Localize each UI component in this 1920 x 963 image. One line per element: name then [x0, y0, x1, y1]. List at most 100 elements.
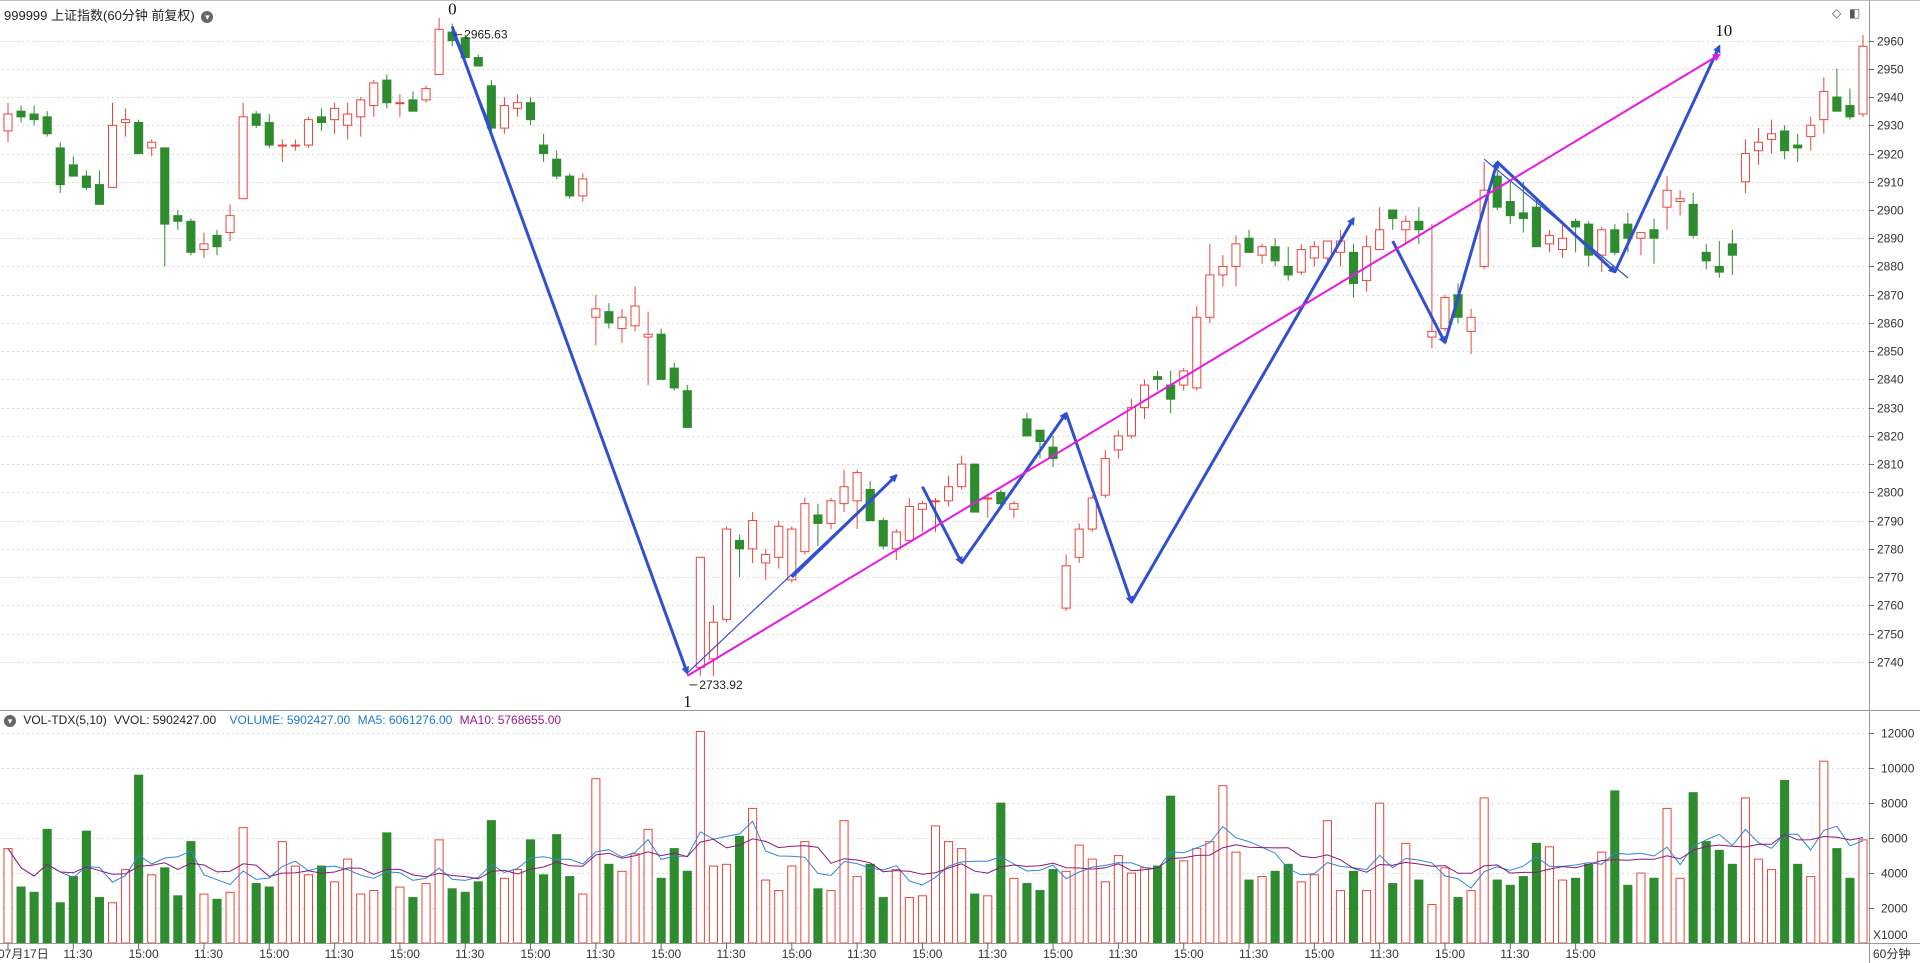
candle	[1714, 241, 1724, 278]
candle-body	[748, 520, 758, 550]
candle	[1009, 500, 1019, 518]
volume-bar	[565, 876, 575, 944]
candle-body	[669, 367, 679, 389]
candle-body	[787, 528, 797, 581]
price-tick-label: 2880	[1877, 260, 1904, 274]
volume-bar	[1819, 760, 1829, 944]
price-tick-label: 2960	[1877, 35, 1904, 49]
candle-body	[1322, 240, 1332, 259]
volume-bar	[160, 867, 170, 944]
candle-body	[917, 503, 927, 510]
candle	[330, 102, 340, 134]
candle-body	[1492, 175, 1502, 208]
candle	[957, 455, 967, 490]
volume-bar	[382, 832, 392, 944]
candle	[160, 147, 170, 267]
candle	[499, 97, 509, 134]
candle	[1531, 198, 1541, 248]
candle	[434, 18, 444, 75]
candle-body	[1231, 243, 1241, 267]
x-tick-label: 15:00	[1435, 947, 1465, 961]
candle-body	[1466, 316, 1476, 332]
candle-body	[944, 486, 954, 502]
volume-bar	[1048, 869, 1058, 944]
candle-body	[630, 305, 640, 327]
volume-bar	[1414, 879, 1424, 944]
x-tick-label: 07月17日	[0, 947, 49, 961]
volume-bar	[1662, 807, 1672, 944]
volume-bar	[121, 869, 131, 944]
volume-bar	[1218, 785, 1228, 944]
panel-toggle-icon[interactable]: ◧	[1849, 6, 1861, 20]
candle-body	[1623, 223, 1633, 239]
volume-bar	[1126, 872, 1137, 944]
candle-body	[68, 164, 78, 177]
volume-bar	[1309, 874, 1319, 944]
candle-body	[1205, 274, 1215, 318]
candle-body	[1283, 265, 1293, 276]
candle-body	[1296, 249, 1306, 273]
chevron-down-icon[interactable]: ▾	[4, 714, 16, 727]
chevron-down-icon[interactable]: ▾	[201, 10, 214, 23]
candle-body	[1610, 229, 1620, 253]
candle	[1740, 139, 1750, 194]
volume-bar	[1636, 872, 1646, 944]
candle	[1192, 306, 1202, 391]
candle-body	[761, 553, 771, 564]
volume-bar	[617, 870, 627, 944]
candle	[1035, 429, 1045, 459]
chart-header[interactable]: 999999 上证指数(60分钟 前复权) ▾	[4, 5, 214, 24]
candle	[303, 116, 314, 148]
candle	[630, 286, 640, 332]
ma10-value: MA10: 5768655.00	[459, 713, 562, 727]
volume-bar	[604, 863, 614, 944]
diamond-icon[interactable]: ◇	[1832, 6, 1842, 20]
candle-body	[303, 119, 314, 146]
volume-bar	[369, 890, 379, 944]
candle-body	[1571, 220, 1581, 228]
candle-body	[1388, 209, 1398, 219]
candle	[42, 111, 52, 137]
volume-bar	[630, 853, 640, 944]
price-tick-label: 2800	[1877, 486, 1904, 500]
candle-body	[499, 105, 509, 129]
x-tick-label: 15:00	[1174, 947, 1204, 961]
trend-line	[686, 53, 1722, 677]
volume-bar	[983, 895, 993, 944]
candle-body	[1375, 229, 1385, 251]
price-tick-label: 2830	[1877, 402, 1904, 416]
candle-body	[277, 144, 287, 147]
candle	[1466, 308, 1476, 354]
candle	[1479, 162, 1489, 270]
candle-body	[186, 220, 196, 253]
ma10-line	[7, 833, 1864, 880]
volume-bar	[1557, 879, 1568, 944]
volume-bar	[486, 820, 496, 944]
volume-bar	[343, 858, 353, 944]
volume-bar	[460, 891, 470, 944]
candle-body	[1845, 105, 1855, 118]
candle	[1753, 128, 1764, 165]
candle	[1845, 88, 1855, 120]
candle-body	[251, 113, 261, 126]
candle-body	[826, 500, 836, 524]
x-tick-label: 11:30	[716, 947, 745, 961]
x-tick-label: 15:00	[521, 947, 551, 961]
price-tick-label: 2760	[1877, 599, 1904, 613]
volume-bar	[682, 870, 692, 944]
candle	[1584, 221, 1594, 267]
wave-line	[921, 486, 963, 565]
candle	[1701, 243, 1711, 270]
candle	[1780, 125, 1790, 160]
x-tick-label: 11:30	[1370, 947, 1399, 961]
candle	[682, 385, 692, 428]
x-tick-label: 11:30	[978, 947, 1007, 961]
period-label: (60分钟 前复权)	[103, 8, 195, 23]
candle-body	[800, 503, 810, 553]
candle	[813, 503, 823, 546]
candle	[1414, 207, 1424, 244]
candle	[369, 80, 379, 117]
volume-bar	[1375, 802, 1385, 944]
candle-body	[1009, 503, 1019, 510]
wave-line	[1130, 216, 1355, 604]
